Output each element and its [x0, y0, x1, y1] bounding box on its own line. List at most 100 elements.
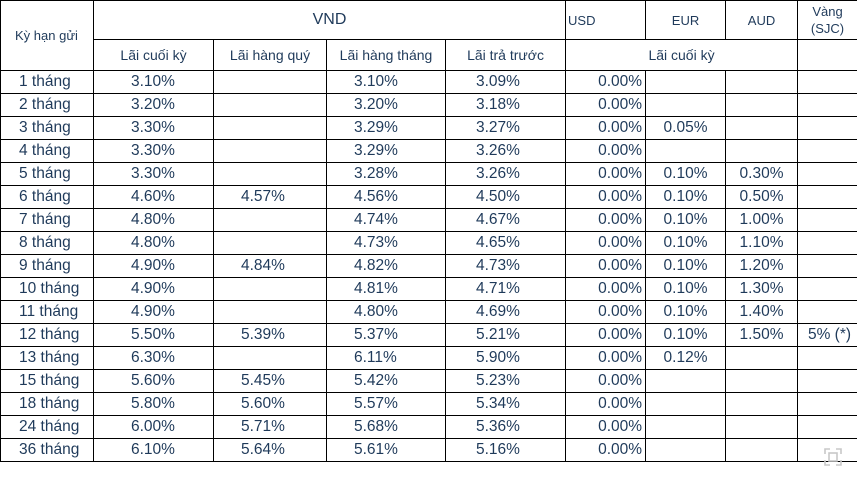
cell-aud [725, 93, 799, 117]
cell-vnd-cuoi-ky: 4.80% [93, 231, 214, 255]
cell-vnd-cuoi-ky: 3.30% [93, 116, 214, 140]
cell-eur: 0.05% [645, 116, 727, 140]
cell-eur [645, 415, 727, 439]
header-vnd: VND [92, 0, 567, 40]
table-row: 3 tháng 3.30% 3.29% 3.27% 0.00% 0.05% [0, 116, 857, 140]
cell-term: 18 tháng [0, 392, 94, 416]
cell-gold [797, 93, 857, 117]
cell-gold [797, 300, 857, 324]
header-vnd-tra-truoc: Lãi trả trước [444, 39, 567, 71]
header-foreign-cuoi-ky: Lãi cuối kỳ [565, 39, 799, 71]
cell-vnd-cuoi-ky: 5.80% [93, 392, 214, 416]
cell-usd: 0.00% [565, 369, 647, 393]
cell-vnd-hang-quy [213, 70, 327, 94]
cell-vnd-hang-quy [213, 93, 327, 117]
cell-aud: 0.50% [725, 185, 799, 209]
cell-term: 5 tháng [0, 162, 94, 186]
cell-eur: 0.10% [645, 277, 727, 301]
cell-aud: 0.30% [725, 162, 799, 186]
cell-vnd-tra-truoc: 3.26% [444, 162, 567, 186]
cell-usd: 0.00% [565, 70, 647, 94]
cell-gold [797, 231, 857, 255]
cell-vnd-cuoi-ky: 4.60% [93, 185, 214, 209]
cell-usd: 0.00% [565, 208, 647, 232]
cell-vnd-tra-truoc: 3.27% [444, 116, 567, 140]
cell-term: 6 tháng [0, 185, 94, 209]
cell-gold [797, 438, 857, 462]
cell-vnd-hang-thang: 3.29% [326, 139, 446, 163]
table-row: 5 tháng 3.30% 3.28% 3.26% 0.00% 0.10% 0.30% [0, 162, 857, 186]
cell-vnd-hang-quy: 5.39% [213, 323, 327, 347]
cell-usd: 0.00% [565, 231, 647, 255]
cell-vnd-hang-quy: 5.45% [213, 369, 327, 393]
table-row: 18 tháng 5.80% 5.60% 5.57% 5.34% 0.00% [0, 392, 857, 416]
cell-aud [725, 392, 799, 416]
cell-vnd-tra-truoc: 5.90% [444, 346, 567, 370]
cell-eur: 0.10% [645, 323, 727, 347]
cell-aud [725, 415, 799, 439]
cell-term: 3 tháng [0, 116, 94, 140]
cell-usd: 0.00% [565, 300, 647, 324]
expand-icon[interactable] [822, 446, 844, 468]
cell-vnd-tra-truoc: 3.18% [444, 93, 567, 117]
table-row: 6 tháng 4.60% 4.57% 4.56% 4.50% 0.00% 0.10% 0.5… [0, 185, 857, 209]
cell-aud: 1.50% [725, 323, 799, 347]
cell-usd: 0.00% [565, 254, 647, 278]
header-vnd-cuoi-ky: Lãi cuối kỳ [93, 39, 214, 71]
header-term: Kỳ hạn gửi [0, 0, 94, 71]
cell-aud [725, 346, 799, 370]
cell-vnd-hang-thang: 5.68% [326, 415, 446, 439]
cell-term: 9 tháng [0, 254, 94, 278]
cell-aud: 1.40% [725, 300, 799, 324]
cell-vnd-hang-quy [213, 116, 327, 140]
cell-vnd-hang-thang: 4.74% [326, 208, 446, 232]
header-eur: EUR [645, 0, 727, 40]
cell-usd: 0.00% [565, 93, 647, 117]
cell-vnd-tra-truoc: 3.09% [444, 70, 567, 94]
cell-vnd-cuoi-ky: 4.80% [93, 208, 214, 232]
table-row: 15 tháng 5.60% 5.45% 5.42% 5.23% 0.00% [0, 369, 857, 393]
cell-aud [725, 139, 799, 163]
cell-vnd-cuoi-ky: 6.00% [93, 415, 214, 439]
cell-usd: 0.00% [565, 346, 647, 370]
cell-gold [797, 208, 857, 232]
cell-term: 11 tháng [0, 300, 94, 324]
cell-term: 24 tháng [0, 415, 94, 439]
cell-vnd-hang-thang: 3.28% [326, 162, 446, 186]
cell-usd: 0.00% [565, 323, 647, 347]
cell-vnd-cuoi-ky: 3.30% [93, 139, 214, 163]
cell-vnd-hang-quy [213, 162, 327, 186]
cell-vnd-cuoi-ky: 5.60% [93, 369, 214, 393]
cell-vnd-hang-thang: 3.20% [326, 93, 446, 117]
header-row-top: Kỳ hạn gửi VND USD EUR AUD Vàng (SJC) [0, 0, 857, 71]
cell-gold [797, 139, 857, 163]
cell-vnd-hang-thang: 4.81% [326, 277, 446, 301]
header-vnd-hang-thang: Lãi hàng tháng [326, 39, 446, 71]
table-row: 8 tháng 4.80% 4.73% 4.65% 0.00% 0.10% 1.10% [0, 231, 857, 255]
cell-vnd-tra-truoc: 5.34% [444, 392, 567, 416]
cell-vnd-cuoi-ky: 5.50% [93, 323, 214, 347]
cell-vnd-tra-truoc: 4.69% [444, 300, 567, 324]
cell-term: 7 tháng [0, 208, 94, 232]
cell-vnd-tra-truoc: 5.36% [444, 415, 567, 439]
cell-vnd-cuoi-ky: 6.30% [93, 346, 214, 370]
table-row: 2 tháng 3.20% 3.20% 3.18% 0.00% [0, 93, 857, 117]
cell-aud [725, 369, 799, 393]
cell-eur [645, 369, 727, 393]
cell-vnd-cuoi-ky: 3.20% [93, 93, 214, 117]
cell-vnd-hang-thang: 3.29% [326, 116, 446, 140]
cell-vnd-cuoi-ky: 4.90% [93, 277, 214, 301]
table-row: 4 tháng 3.30% 3.29% 3.26% 0.00% [0, 139, 857, 163]
cell-usd: 0.00% [565, 139, 647, 163]
cell-gold [797, 185, 857, 209]
cell-aud: 1.20% [725, 254, 799, 278]
cell-vnd-hang-quy [213, 346, 327, 370]
cell-vnd-tra-truoc: 5.23% [444, 369, 567, 393]
cell-vnd-hang-quy: 4.57% [213, 185, 327, 209]
cell-usd: 0.00% [565, 415, 647, 439]
cell-gold [797, 162, 857, 186]
cell-vnd-hang-thang: 4.73% [326, 231, 446, 255]
table-row: 7 tháng 4.80% 4.74% 4.67% 0.00% 0.10% 1.00% [0, 208, 857, 232]
cell-usd: 0.00% [565, 116, 647, 140]
cell-vnd-hang-quy: 5.64% [213, 438, 327, 462]
